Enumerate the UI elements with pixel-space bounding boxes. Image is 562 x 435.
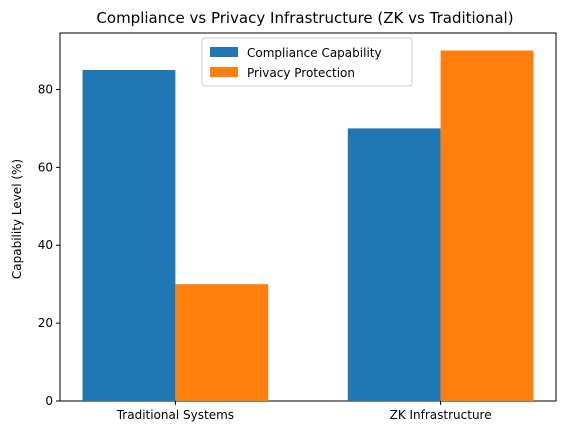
bar-compliance-0 (82, 69, 176, 402)
x-tick-label: ZK Infrastructure (390, 408, 492, 422)
x-axis-ticks: Traditional Systems ZK Infrastructure (116, 401, 492, 422)
legend-box (201, 37, 413, 87)
legend-swatch (210, 67, 238, 77)
y-tick-label: 80 (38, 82, 53, 96)
y-tick-label: 0 (45, 394, 53, 408)
x-tick-label: Traditional Systems (116, 408, 234, 422)
y-axis-label: Capability Level (%) (10, 159, 24, 279)
legend-label: Compliance Capability (247, 46, 382, 60)
bar-privacy-1 (440, 50, 534, 402)
plot-area (59, 32, 557, 402)
legend: Compliance Capability Privacy Protection (201, 37, 413, 87)
y-tick-label: 20 (38, 316, 53, 330)
y-axis-ticks: 0 20 40 60 80 (38, 82, 60, 408)
bar-privacy-0 (175, 284, 269, 401)
bar-compliance-1 (347, 128, 441, 401)
legend-label: Privacy Protection (247, 66, 355, 80)
y-tick-label: 40 (38, 238, 53, 252)
bars (82, 50, 534, 402)
y-tick-label: 60 (38, 160, 53, 174)
axes-frame (59, 32, 557, 402)
legend-swatch (210, 47, 238, 57)
chart-title: Compliance vs Privacy Infrastructure (ZK… (96, 9, 513, 27)
